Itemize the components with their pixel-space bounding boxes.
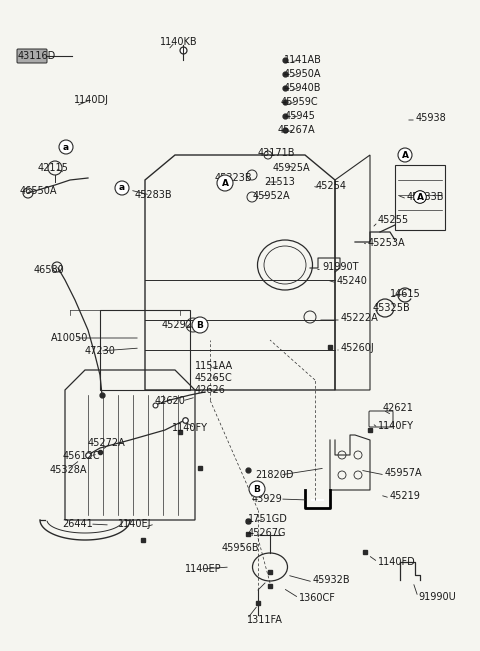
Text: 91990U: 91990U [418, 592, 456, 602]
Text: 45254: 45254 [316, 181, 347, 191]
Text: B: B [197, 320, 204, 329]
Text: a: a [119, 184, 125, 193]
Text: A10050: A10050 [51, 333, 88, 343]
Text: 43116D: 43116D [18, 51, 56, 61]
Text: 1751GD: 1751GD [248, 514, 288, 524]
Circle shape [398, 148, 412, 162]
Text: 45292: 45292 [162, 320, 193, 330]
Text: 45952A: 45952A [253, 191, 290, 201]
Text: 45272A: 45272A [88, 438, 126, 448]
Text: 1360CF: 1360CF [299, 593, 336, 603]
Text: 45956B: 45956B [222, 543, 260, 553]
Text: 21513: 21513 [264, 177, 295, 187]
Text: 1140EJ: 1140EJ [118, 519, 152, 529]
Text: 1140EP: 1140EP [185, 564, 222, 574]
Text: 45932B: 45932B [313, 575, 350, 585]
Text: 26441: 26441 [62, 519, 93, 529]
Text: 43171B: 43171B [258, 148, 296, 158]
Text: 43929: 43929 [252, 494, 283, 504]
Text: 45283B: 45283B [135, 190, 173, 200]
Circle shape [59, 140, 73, 154]
Text: 45945: 45945 [285, 111, 316, 121]
Text: 45957A: 45957A [385, 468, 422, 478]
Text: 45323B: 45323B [215, 173, 252, 183]
Text: 45959C: 45959C [281, 97, 319, 107]
Text: B: B [253, 484, 261, 493]
Text: 45940B: 45940B [284, 83, 322, 93]
Text: 45267A: 45267A [278, 125, 316, 135]
FancyBboxPatch shape [17, 49, 47, 63]
Text: 45950A: 45950A [284, 69, 322, 79]
Text: 47230: 47230 [85, 346, 116, 356]
Text: 1140FD: 1140FD [378, 557, 416, 567]
Text: 45265C: 45265C [195, 373, 233, 383]
Text: 45222A: 45222A [341, 313, 379, 323]
Text: 45255: 45255 [378, 215, 409, 225]
Text: 1140FY: 1140FY [172, 423, 208, 433]
Text: 42621: 42621 [383, 403, 414, 413]
Text: 42620: 42620 [155, 396, 186, 406]
Text: 46550A: 46550A [20, 186, 58, 196]
Text: a: a [63, 143, 69, 152]
Text: 1140KB: 1140KB [160, 37, 198, 47]
Text: 45938: 45938 [416, 113, 447, 123]
Text: 45925A: 45925A [273, 163, 311, 173]
Text: 45612C: 45612C [63, 451, 101, 461]
Text: 1141AB: 1141AB [284, 55, 322, 65]
Text: A: A [417, 193, 423, 202]
Circle shape [217, 175, 233, 191]
Circle shape [115, 181, 129, 195]
Circle shape [192, 317, 208, 333]
Text: 45253A: 45253A [368, 238, 406, 248]
Text: 45219: 45219 [390, 491, 421, 501]
Text: 45240: 45240 [337, 276, 368, 286]
Text: 46580: 46580 [34, 265, 65, 275]
Text: A: A [401, 150, 408, 159]
Text: 1140FY: 1140FY [378, 421, 414, 431]
Text: 45933B: 45933B [407, 192, 444, 202]
Text: 91990T: 91990T [322, 262, 359, 272]
Text: 45267G: 45267G [248, 528, 287, 538]
Text: 21820D: 21820D [255, 470, 293, 480]
Text: 45328A: 45328A [50, 465, 87, 475]
Text: 45260J: 45260J [341, 343, 375, 353]
Text: 45325B: 45325B [373, 303, 411, 313]
Text: 42115: 42115 [38, 163, 69, 173]
Text: 1311FA: 1311FA [247, 615, 283, 625]
Circle shape [249, 481, 265, 497]
Text: 1140DJ: 1140DJ [74, 95, 109, 105]
Text: A: A [221, 178, 228, 187]
Text: 14615: 14615 [390, 289, 421, 299]
Text: 1151AA: 1151AA [195, 361, 233, 371]
Text: 42626: 42626 [195, 385, 226, 395]
